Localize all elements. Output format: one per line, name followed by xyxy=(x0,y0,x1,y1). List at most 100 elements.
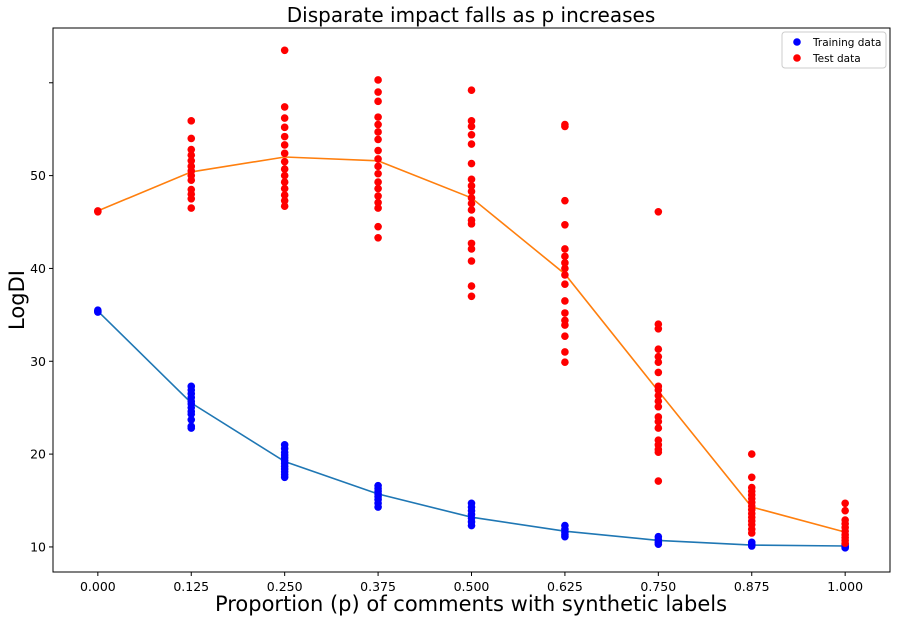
training-point xyxy=(747,542,756,550)
test-point xyxy=(374,88,382,96)
test-point xyxy=(841,539,849,548)
test-point xyxy=(841,506,849,515)
x-tick-label: 0.875 xyxy=(734,579,770,594)
test-point xyxy=(561,196,569,205)
test-point xyxy=(187,145,196,154)
test-point xyxy=(374,169,382,178)
test-point xyxy=(467,282,476,290)
x-tick-label: 0.125 xyxy=(173,579,209,594)
test-point xyxy=(654,391,663,400)
test-point xyxy=(280,157,289,166)
test-point xyxy=(747,450,756,458)
training-point xyxy=(94,308,102,316)
test-point xyxy=(374,135,382,144)
training-point xyxy=(654,540,663,548)
test-point xyxy=(654,424,663,432)
test-point xyxy=(187,176,196,185)
test-point xyxy=(374,162,382,171)
test-point xyxy=(467,140,476,148)
test-point xyxy=(187,117,196,125)
test-point xyxy=(654,345,663,354)
series-points xyxy=(94,46,849,552)
y-axis-label: LogDI xyxy=(5,270,29,330)
test-point xyxy=(467,86,476,94)
test-point xyxy=(654,208,663,216)
test-point xyxy=(187,156,196,165)
training-point xyxy=(374,503,382,511)
legend-label-test: Test data xyxy=(812,53,861,65)
test-point xyxy=(747,529,756,537)
y-tick-label: 40 xyxy=(30,261,46,276)
y-tick-label: 50 xyxy=(30,168,46,183)
test-point xyxy=(654,386,663,394)
x-tick-label: 0.750 xyxy=(640,579,676,594)
test-point xyxy=(187,134,196,143)
test-point xyxy=(467,257,476,265)
test-point xyxy=(467,194,476,202)
test-point xyxy=(280,191,289,199)
test-point xyxy=(280,132,289,141)
test-point xyxy=(280,165,289,173)
x-tick-label: 0.000 xyxy=(80,579,116,594)
test-point xyxy=(561,309,569,317)
training-point xyxy=(467,521,476,530)
test-point xyxy=(374,234,382,242)
x-tick-label: 1.000 xyxy=(827,579,863,594)
test-point xyxy=(280,141,289,149)
training-point xyxy=(561,532,569,541)
y-tick-label: 20 xyxy=(30,447,46,462)
test-point xyxy=(280,202,289,211)
test-point xyxy=(654,417,663,426)
legend-marker-test xyxy=(793,54,801,62)
series-lines xyxy=(97,156,846,547)
test-point xyxy=(467,122,476,131)
y-tick-label: 10 xyxy=(30,539,46,554)
test-point xyxy=(654,358,663,366)
test-point xyxy=(280,123,289,132)
test-point xyxy=(654,324,663,333)
test-point xyxy=(374,184,382,193)
test-point xyxy=(467,239,476,248)
test-point xyxy=(374,155,382,163)
test-point xyxy=(654,477,663,485)
test-point xyxy=(841,499,849,508)
y-tick-label: 30 xyxy=(30,354,46,369)
test-point xyxy=(467,245,476,253)
test-point xyxy=(374,204,382,212)
chart-title: Disparate impact falls as p increases xyxy=(287,3,656,27)
test-point xyxy=(561,280,569,289)
test-point xyxy=(280,196,289,205)
test-point xyxy=(374,192,382,200)
legend-box xyxy=(781,31,887,69)
test-point xyxy=(561,264,569,273)
test-point xyxy=(374,178,382,186)
test-point xyxy=(280,178,289,186)
test-point xyxy=(187,195,196,203)
test-point xyxy=(654,368,663,377)
test-point xyxy=(561,321,569,329)
y-axis: 10 20 30 40 50 xyxy=(30,82,53,554)
test-point xyxy=(374,97,382,106)
training-point xyxy=(187,415,196,424)
test-point xyxy=(654,448,663,457)
legend: Training data Test data xyxy=(781,31,887,69)
test-point xyxy=(374,198,382,207)
test-point xyxy=(561,332,569,341)
x-tick-label: 0.625 xyxy=(547,579,583,594)
test-point xyxy=(467,182,476,190)
test-point xyxy=(280,184,289,193)
test-point xyxy=(467,130,476,139)
test-point xyxy=(654,397,663,405)
test-point xyxy=(94,208,102,216)
test-point xyxy=(747,473,756,482)
x-axis-label: Proportion (p) of comments with syntheti… xyxy=(215,592,727,616)
test-point xyxy=(280,114,289,122)
test-point xyxy=(561,348,569,356)
training-point xyxy=(280,473,289,482)
test-point xyxy=(187,151,196,159)
test-point xyxy=(467,175,476,184)
test-point xyxy=(561,122,569,131)
legend-label-training: Training data xyxy=(812,37,881,49)
x-axis: 0.000 0.125 0.250 0.375 0.500 0.625 0.750 0.875… xyxy=(80,572,863,594)
training-point xyxy=(187,410,196,418)
